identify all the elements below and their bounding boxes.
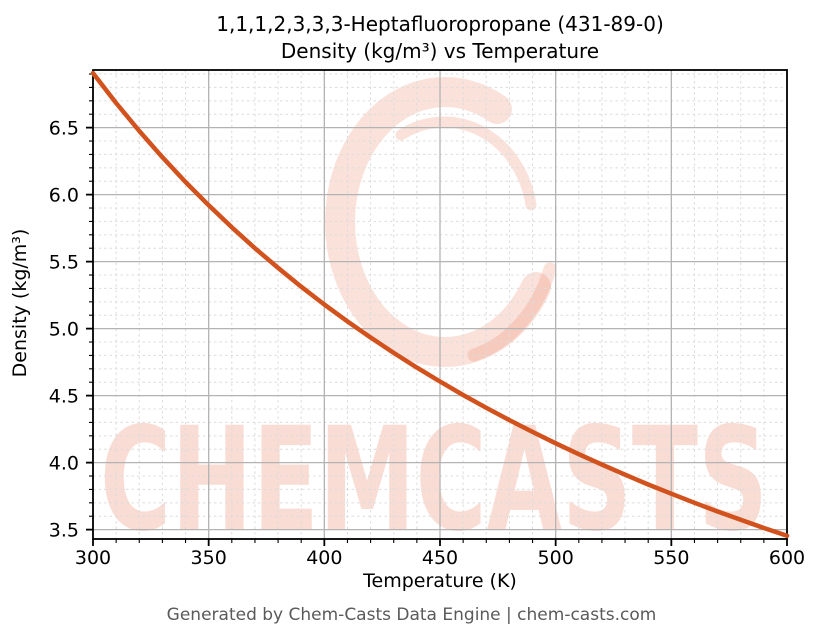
chart-title: 1,1,1,2,3,3,3-Heptafluoropropane (431-89… (93, 11, 787, 65)
svg-text:550: 550 (653, 547, 689, 569)
svg-text:6.5: 6.5 (49, 118, 79, 140)
svg-text:6.0: 6.0 (49, 185, 79, 207)
density-curve (90, 70, 790, 539)
svg-text:500: 500 (538, 547, 574, 569)
y-axis-label: Density (kg/m³) (9, 228, 31, 378)
svg-text:350: 350 (191, 547, 227, 569)
svg-text:400: 400 (306, 547, 342, 569)
svg-text:4.5: 4.5 (49, 386, 79, 408)
chart-title-line2: Density (kg/m³) vs Temperature (280, 39, 600, 63)
svg-text:3.5: 3.5 (49, 520, 79, 542)
watermark-logo-inner-stroke (395, 116, 537, 211)
chart-title-line1: 1,1,1,2,3,3,3-Heptafluoropropane (431-89… (216, 12, 664, 36)
svg-text:600: 600 (769, 547, 805, 569)
svg-text:4.0: 4.0 (49, 453, 79, 475)
watermark-logo-tail-stroke (467, 262, 557, 362)
svg-text:300: 300 (75, 547, 111, 569)
watermark-text: CHEMCASTS (100, 396, 768, 563)
svg-text:5.0: 5.0 (49, 319, 79, 341)
watermark-logo-icon (325, 77, 551, 367)
footer-credit: Generated by Chem-Casts Data Engine | ch… (166, 605, 657, 625)
y-tick-labels: 3.5 4.0 4.5 5.0 5.5 6.0 6.5 (49, 118, 79, 542)
plot-border (92, 69, 788, 540)
svg-text:5.5: 5.5 (49, 252, 79, 274)
svg-text:450: 450 (422, 547, 458, 569)
x-tick-labels: 300 350 400 450 500 550 600 (75, 547, 805, 569)
watermark: CHEMCASTS (100, 77, 768, 563)
x-axis-label: Temperature (K) (363, 570, 517, 592)
